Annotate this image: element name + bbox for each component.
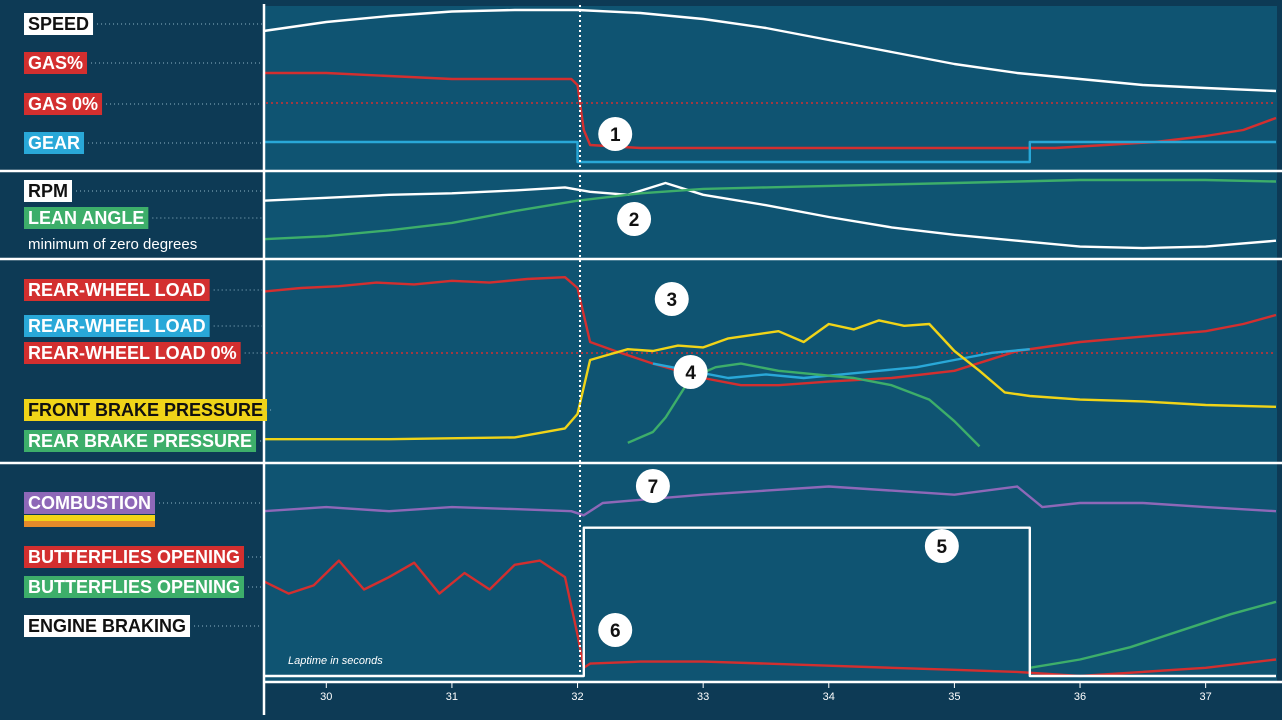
series-label-chip (24, 279, 210, 301)
series-label: REAR-WHEEL LOAD 0% (24, 342, 262, 364)
annotation-circle (635, 469, 670, 503)
annotation-number: 3 (666, 290, 677, 311)
series-label-chip (24, 399, 268, 421)
series-label: REAR-WHEEL LOAD (24, 279, 262, 301)
series-label-text: GAS 0% (28, 94, 98, 114)
series-label: BUTTERFLIES OPENING (24, 576, 262, 598)
series-label-text: FRONT BRAKE PRESSURE (28, 400, 263, 420)
series-label: SPEED (24, 13, 262, 35)
x-tick-label: 37 (1200, 691, 1212, 703)
series-label-text: LEAN ANGLE (28, 208, 144, 228)
series-label-text: REAR BRAKE PRESSURE (28, 431, 252, 451)
series-combustion-line (263, 485, 1277, 517)
annotation-badge: 4 (673, 355, 708, 389)
series-label-text: BUTTERFLIES OPENING (28, 577, 240, 597)
x-tick-label: 33 (697, 691, 709, 703)
series-label-text: REAR-WHEEL LOAD (28, 280, 206, 300)
combustion-swatch (24, 515, 155, 521)
combustion-swatch (24, 521, 155, 527)
x-tick-label: 31 (446, 691, 458, 703)
series-label-chip (24, 492, 155, 514)
annotation-circle (617, 202, 652, 236)
series-label-text: RPM (28, 181, 68, 201)
annotation-badge: 1 (598, 117, 633, 151)
series-label-text: BUTTERFLIES OPENING (28, 547, 240, 567)
series-label-chip (24, 430, 257, 452)
series-engine-braking-line (263, 526, 1276, 678)
series-label-text: minimum of zero degrees (28, 236, 197, 253)
series-label-chip (24, 52, 88, 74)
annotation-badge: 2 (617, 202, 652, 236)
series-label-text: SPEED (28, 14, 89, 34)
series-label-chip (24, 93, 103, 115)
series-butterflies-opening-line (1029, 600, 1277, 669)
series-label: FRONT BRAKE PRESSURE (24, 399, 272, 421)
series-label-text: COMBUSTION (28, 493, 151, 513)
annotation-circle (924, 529, 959, 563)
annotation-badge: 5 (924, 529, 959, 563)
x-tick-label: 36 (1074, 691, 1086, 703)
annotation-number: 1 (610, 125, 621, 146)
series-label: BUTTERFLIES OPENING (24, 546, 262, 568)
series-label-chip (24, 132, 85, 154)
series-rear-wheel-load-line (652, 348, 1030, 380)
series-label: RPM (24, 180, 262, 202)
series-label: LEAN ANGLE (24, 207, 262, 229)
series-rpm-line (263, 181, 1277, 250)
series-butterflies-opening-line (262, 559, 1277, 678)
annotation-circle (673, 355, 708, 389)
series-label-text: REAR-WHEEL LOAD (28, 316, 206, 336)
annotation-number: 6 (610, 621, 621, 642)
series-gear-line (263, 140, 1276, 164)
x-tick-label: 34 (823, 691, 835, 703)
series-label-chip (24, 546, 245, 568)
series-label: REAR-WHEEL LOAD (24, 315, 262, 337)
series-label-text: GEAR (28, 133, 80, 153)
annotation-badge: 6 (598, 613, 633, 647)
series-label-text: REAR-WHEEL LOAD 0% (28, 343, 237, 363)
series-label: REAR BRAKE PRESSURE (24, 430, 262, 452)
series-front-brake-pressure-line (263, 319, 1277, 441)
annotation-circle (598, 117, 633, 151)
annotation-number: 2 (629, 210, 640, 231)
x-axis-caption: Laptime in seconds (288, 655, 383, 667)
series-label: GAS% (24, 52, 262, 74)
series-label: GEAR (24, 132, 262, 154)
series-label-chip (24, 180, 72, 202)
x-tick-label: 32 (571, 691, 583, 703)
series-label-chip (24, 13, 94, 35)
series-speed-line (263, 8, 1277, 93)
series-label: minimum of zero degrees (28, 236, 197, 253)
series-label: GAS 0% (24, 93, 262, 115)
annotation-badge: 3 (654, 282, 689, 316)
series-label: COMBUSTION (24, 492, 262, 527)
x-tick-label: 35 (948, 691, 960, 703)
series-label-chip (24, 207, 149, 229)
series-label-chip (24, 315, 210, 337)
series-lean-angle-line (263, 178, 1277, 241)
series-label-text: ENGINE BRAKING (28, 616, 186, 636)
series-label-chip (24, 576, 245, 598)
annotation-number: 7 (648, 477, 659, 498)
annotation-circle (654, 282, 689, 316)
annotation-number: 4 (685, 363, 696, 384)
annotation-number: 5 (937, 537, 948, 558)
series-label-chip (24, 615, 191, 637)
series-label: ENGINE BRAKING (24, 615, 262, 637)
annotation-badge: 7 (635, 469, 670, 503)
annotation-circle (598, 613, 633, 647)
series-label-text: GAS% (28, 53, 83, 73)
x-tick-label: 30 (320, 691, 332, 703)
series-label-chip (24, 342, 241, 364)
series-rear-brake-pressure-line (627, 362, 981, 448)
